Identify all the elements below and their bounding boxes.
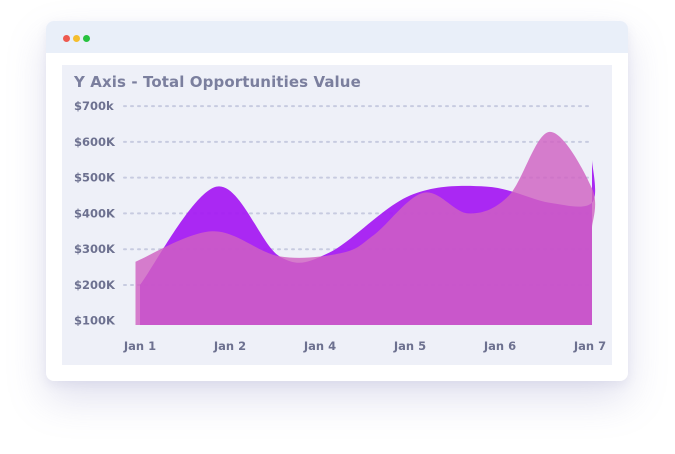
- chart-panel: Y Axis - Total Opportunities Value $100K…: [62, 65, 612, 365]
- x-tick-label: Jan 7: [573, 339, 606, 353]
- minimize-dot-icon[interactable]: [73, 35, 80, 42]
- window-titlebar: [46, 21, 628, 53]
- close-dot-icon[interactable]: [63, 35, 70, 42]
- x-tick-label: Jan 6: [483, 339, 516, 353]
- y-tick-label: $500K: [74, 171, 116, 185]
- area-series-2: [135, 131, 596, 325]
- chart-window: Y Axis - Total Opportunities Value $100K…: [46, 21, 628, 381]
- x-tick-label: Jan 5: [393, 339, 426, 353]
- y-tick-label: $400K: [74, 206, 116, 220]
- y-tick-label: $100K: [74, 314, 116, 328]
- chart-title: Y Axis - Total Opportunities Value: [74, 73, 361, 91]
- y-tick-label: $700k: [74, 99, 114, 113]
- y-tick-label: $600K: [74, 135, 116, 149]
- area-chart: $100K $200K $300K $400K $500K $600K $700k Jan …: [74, 99, 606, 353]
- y-tick-label: $200K: [74, 278, 116, 292]
- x-tick-label: Jan 4: [303, 339, 336, 353]
- maximize-dot-icon[interactable]: [83, 35, 90, 42]
- x-tick-label: Jan 2: [213, 339, 246, 353]
- y-tick-label: $300K: [74, 242, 116, 256]
- x-tick-label: Jan 1: [123, 339, 156, 353]
